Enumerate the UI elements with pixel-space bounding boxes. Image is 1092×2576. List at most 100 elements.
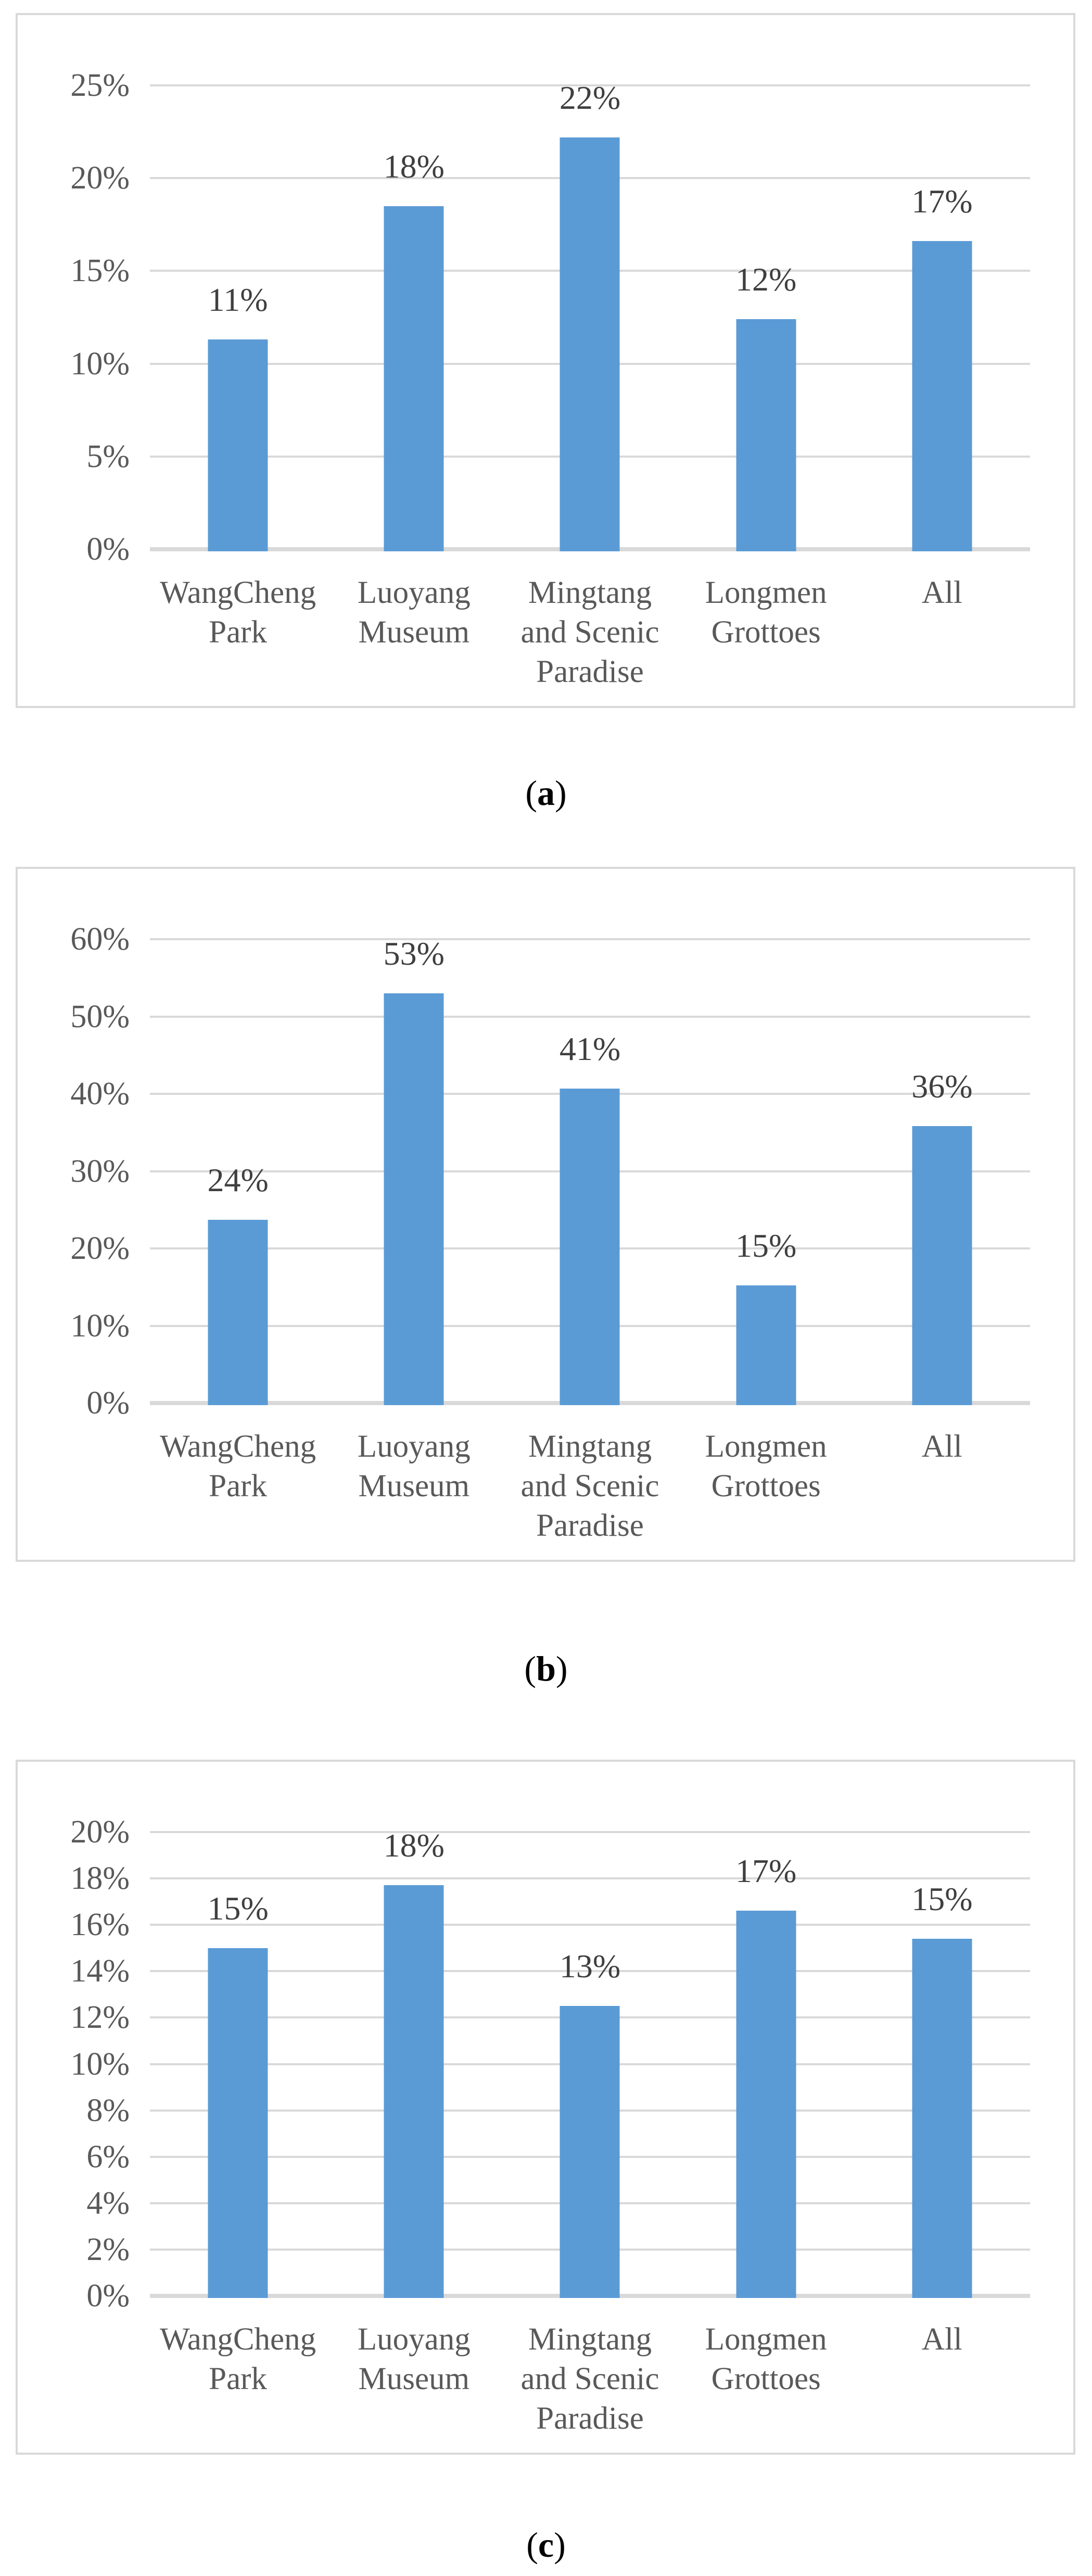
y-tick-label: 16% bbox=[70, 1907, 130, 1943]
bar-data-label: 15% bbox=[911, 1880, 973, 1917]
x-category-label-line: Mingtang bbox=[528, 1429, 652, 1464]
y-tick-label: 25% bbox=[70, 68, 130, 103]
plot-area-a: 11% 18% 22% 12% 17% bbox=[150, 79, 1030, 551]
x-category-label: Luoyang Museum bbox=[326, 1427, 502, 1506]
category-slot: 53% bbox=[326, 935, 502, 1405]
category-slot: 41% bbox=[502, 939, 678, 1405]
x-category-label: Luoyang Museum bbox=[326, 2320, 502, 2399]
gridline bbox=[150, 1970, 1030, 1973]
category-slot: 36% bbox=[854, 939, 1030, 1405]
x-category-label-line: WangCheng bbox=[160, 1429, 316, 1464]
y-tick-label: 4% bbox=[86, 2185, 130, 2221]
figure-panel-b: 0% 10% 20% 30% 40% 50% 60% 24% 53% 41% 15% 36% Wan… bbox=[16, 867, 1075, 1562]
category-slot: 11% bbox=[150, 85, 326, 551]
x-category-label-line: Longmen bbox=[705, 1429, 827, 1464]
y-tick-label: 40% bbox=[70, 1076, 130, 1112]
y-tick-label: 0% bbox=[86, 1385, 130, 1421]
figure-caption-a: (a) bbox=[0, 773, 1092, 813]
bar-mingtang-and-scenic-paradise bbox=[560, 2006, 620, 2298]
x-category-label-line: and Scenic bbox=[520, 2362, 659, 2396]
y-tick-label: 12% bbox=[70, 2000, 130, 2036]
x-category-label: Longmen Grottoes bbox=[678, 2320, 854, 2399]
category-slot: 18% bbox=[326, 85, 502, 551]
bar-all bbox=[912, 241, 972, 551]
caption-paren-open: ( bbox=[524, 1649, 537, 1688]
x-category-label-line: Mingtang bbox=[528, 575, 652, 610]
x-category-label: All bbox=[854, 573, 1030, 613]
x-category-label: WangCheng Park bbox=[150, 2320, 326, 2399]
x-category-label: WangCheng Park bbox=[150, 1427, 326, 1506]
category-slot: 13% bbox=[502, 1832, 678, 2298]
gridline bbox=[150, 1015, 1030, 1018]
y-tick-label: 2% bbox=[86, 2231, 130, 2267]
x-category-label-line: All bbox=[921, 2322, 962, 2357]
bar-all bbox=[912, 1126, 972, 1405]
x-category-label-line: WangCheng bbox=[160, 2322, 316, 2357]
category-slot: 18% bbox=[326, 1827, 502, 2298]
x-category-label-line: Museum bbox=[358, 1469, 470, 1504]
figure-panel-c: 0% 2% 4% 6% 8% 10% 12% 14% 16% 18% 20% 15% 18% 13% 17… bbox=[16, 1760, 1075, 2455]
x-category-label-line: Luoyang bbox=[357, 575, 471, 610]
y-tick-label: 20% bbox=[70, 1814, 130, 1850]
category-slot: 15% bbox=[150, 1832, 326, 2298]
bar-all bbox=[912, 1938, 972, 2298]
caption-paren-open: ( bbox=[526, 2525, 538, 2565]
bar-data-label: 36% bbox=[911, 1068, 973, 1105]
y-tick-label: 5% bbox=[86, 438, 130, 474]
caption-paren-open: ( bbox=[525, 773, 537, 813]
bar-data-label: 15% bbox=[735, 1227, 797, 1265]
x-category-label: WangCheng Park bbox=[150, 573, 326, 652]
bar-wangcheng-park bbox=[208, 1948, 268, 2298]
y-tick-label: 30% bbox=[70, 1153, 130, 1189]
figure-caption-c: (c) bbox=[0, 2525, 1092, 2565]
y-tick-label: 0% bbox=[86, 2278, 130, 2314]
category-slot: 22% bbox=[502, 79, 678, 551]
y-tick-label: 10% bbox=[70, 1308, 130, 1344]
x-category-label-line: Park bbox=[209, 615, 267, 650]
y-axis-c: 0% 2% 4% 6% 8% 10% 12% 14% 16% 18% 20% bbox=[18, 1762, 130, 2453]
y-tick-label: 18% bbox=[70, 1861, 130, 1897]
x-category-label-line: Museum bbox=[358, 2362, 470, 2396]
x-category-label-line: All bbox=[921, 575, 962, 610]
bar-data-label: 11% bbox=[208, 281, 268, 319]
y-tick-label: 10% bbox=[70, 2046, 130, 2082]
y-tick-label: 6% bbox=[86, 2139, 130, 2175]
x-category-label-line: Luoyang bbox=[357, 2322, 471, 2357]
caption-letter-a: a bbox=[537, 773, 555, 813]
y-tick-label: 8% bbox=[86, 2092, 130, 2128]
bar-luoyang-museum bbox=[384, 1885, 444, 2298]
y-tick-label: 60% bbox=[70, 921, 130, 957]
bar-luoyang-museum bbox=[384, 206, 444, 551]
figure-panel-a: 0% 5% 10% 15% 20% 25% 11% 18% 22% 12% 17% WangChe… bbox=[16, 13, 1075, 708]
bar-longmen-grottoes bbox=[736, 1285, 796, 1405]
category-slot: 15% bbox=[854, 1832, 1030, 2298]
y-tick-label: 0% bbox=[86, 532, 130, 567]
bar-data-label: 41% bbox=[559, 1030, 621, 1067]
x-category-label-line: and Scenic bbox=[520, 1469, 659, 1504]
plot-area-b: 24% 53% 41% 15% 36% bbox=[150, 935, 1030, 1405]
bar-wangcheng-park bbox=[208, 339, 268, 551]
plot-area-c: 15% 18% 13% 17% 15% bbox=[150, 1827, 1030, 2298]
caption-letter-c: c bbox=[538, 2525, 554, 2565]
gridline bbox=[150, 1877, 1030, 1880]
bar-data-label: 12% bbox=[735, 261, 797, 298]
x-category-label: Mingtang and Scenic Paradise bbox=[502, 1427, 678, 1546]
x-category-label: Mingtang and Scenic Paradise bbox=[502, 2320, 678, 2439]
x-category-label: Mingtang and Scenic Paradise bbox=[502, 573, 678, 692]
x-category-label-line: Paradise bbox=[536, 654, 644, 689]
category-slot: 12% bbox=[678, 85, 854, 551]
x-category-label-line: and Scenic bbox=[520, 615, 659, 650]
bar-data-label: 18% bbox=[383, 1827, 445, 1864]
caption-paren-close: ) bbox=[555, 773, 567, 813]
x-category-label-line: WangCheng bbox=[160, 575, 316, 610]
y-axis-b: 0% 10% 20% 30% 40% 50% 60% bbox=[18, 869, 130, 1560]
x-category-label: Longmen Grottoes bbox=[678, 573, 854, 652]
bar-data-label: 13% bbox=[559, 1948, 621, 1985]
category-slot: 24% bbox=[150, 939, 326, 1405]
bar-mingtang-and-scenic-paradise bbox=[560, 1088, 620, 1405]
bar-data-label: 24% bbox=[207, 1161, 269, 1199]
x-category-label-line: Paradise bbox=[536, 2401, 644, 2436]
x-category-label-line: Museum bbox=[358, 615, 470, 650]
category-slot: 15% bbox=[678, 939, 854, 1405]
